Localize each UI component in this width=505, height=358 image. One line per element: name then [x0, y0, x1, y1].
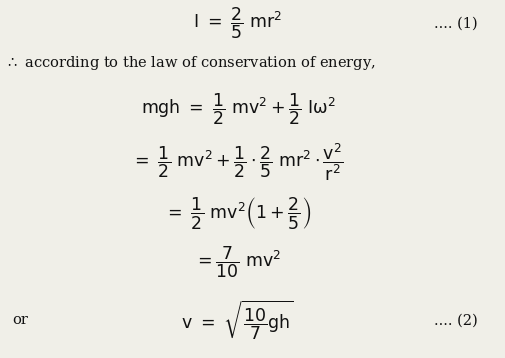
Text: .... (1): .... (1) [433, 16, 476, 30]
Text: .... (2): .... (2) [433, 313, 476, 328]
Text: $\mathrm{v \ = \ \sqrt{\dfrac{10}{7} gh}}$: $\mathrm{v \ = \ \sqrt{\dfrac{10}{7} gh}… [181, 299, 293, 342]
Text: $\mathrm{= \ \dfrac{1}{2} \ mv^2 \left(1 + \dfrac{2}{5}\right)}$: $\mathrm{= \ \dfrac{1}{2} \ mv^2 \left(1… [164, 195, 311, 231]
Text: $\mathrm{I \ = \ \dfrac{2}{5} \ mr^2}$: $\mathrm{I \ = \ \dfrac{2}{5} \ mr^2}$ [193, 6, 282, 41]
Text: or: or [13, 313, 28, 328]
Text: $\therefore$ according to the law of conservation of energy,: $\therefore$ according to the law of con… [5, 54, 375, 72]
Text: $\mathrm{mgh \ = \ \dfrac{1}{2} \ mv^2 + \dfrac{1}{2} \ I\omega^2}$: $\mathrm{mgh \ = \ \dfrac{1}{2} \ mv^2 +… [140, 92, 334, 127]
Text: $\mathrm{= \dfrac{7}{10} \ mv^2}$: $\mathrm{= \dfrac{7}{10} \ mv^2}$ [194, 245, 281, 280]
Text: $\mathrm{= \ \dfrac{1}{2} \ mv^2 + \dfrac{1}{2} \cdot \dfrac{2}{5} \ mr^2 \cdot : $\mathrm{= \ \dfrac{1}{2} \ mv^2 + \dfra… [131, 141, 343, 183]
